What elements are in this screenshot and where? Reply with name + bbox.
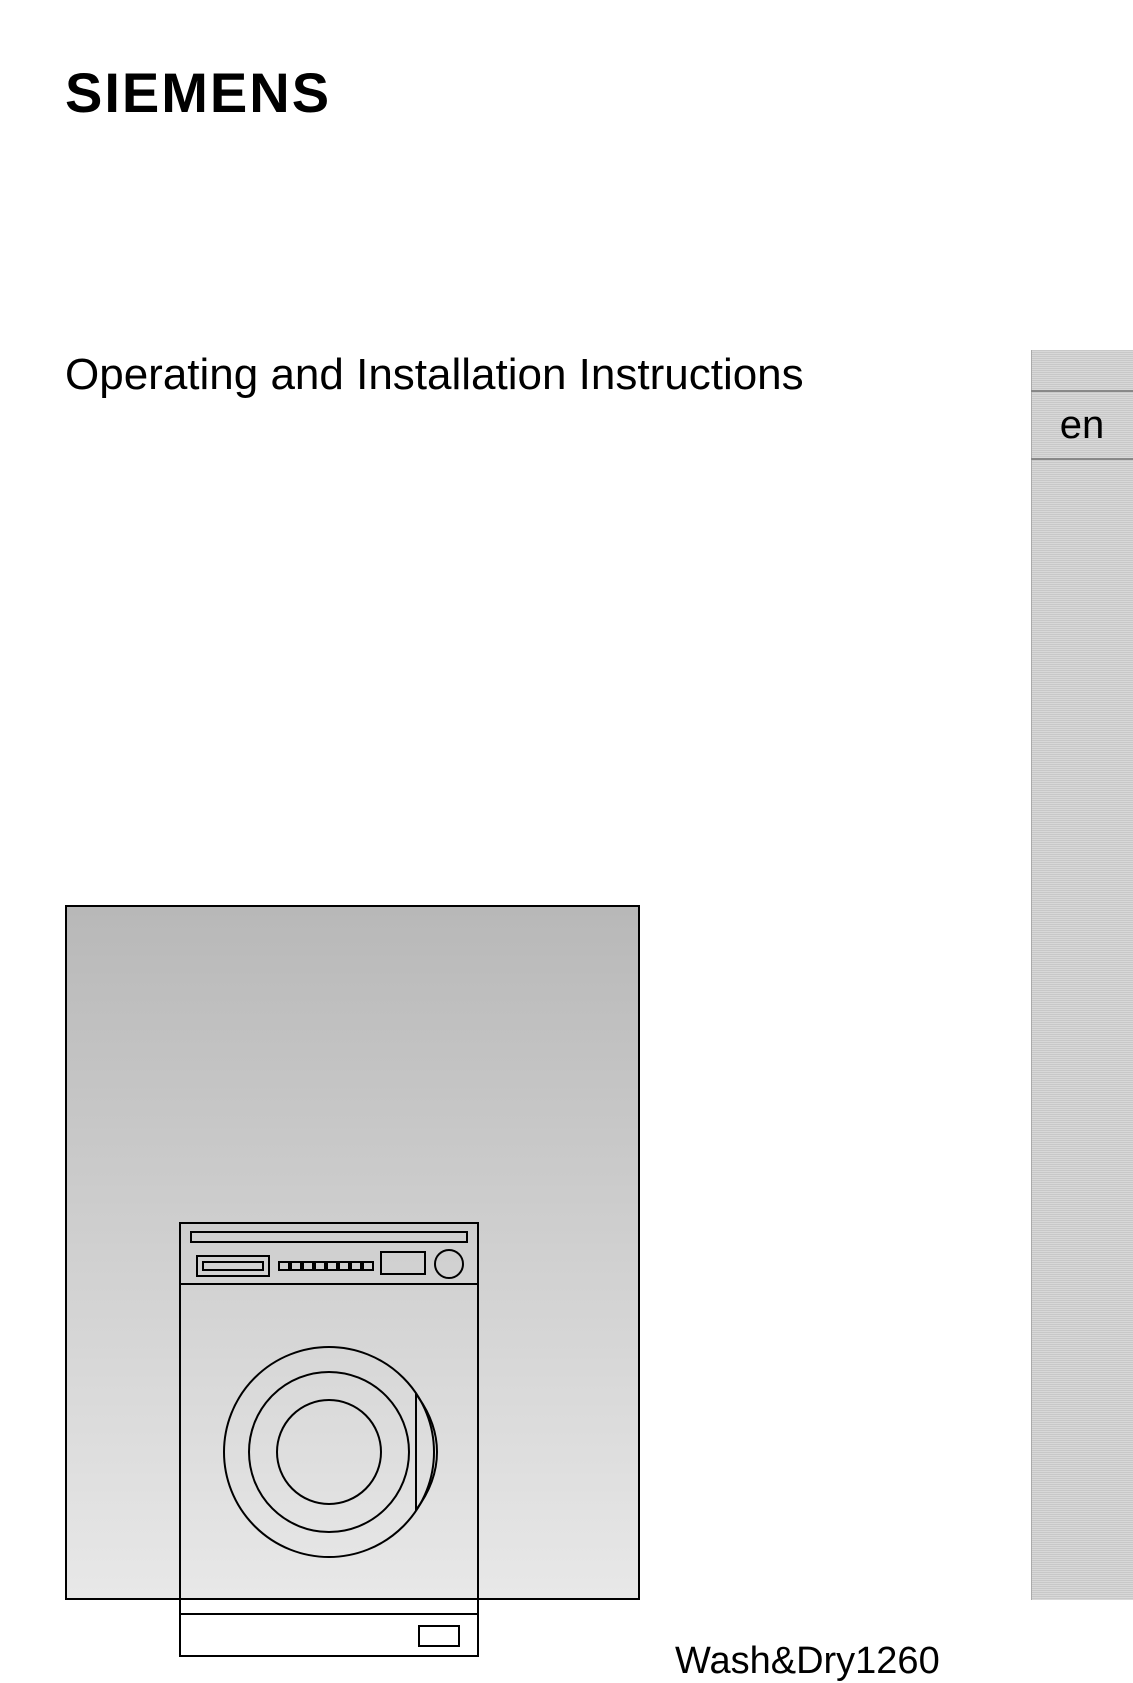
- document-title: Operating and Installation Instructions: [65, 350, 804, 400]
- product-illustration-panel: [65, 905, 640, 1600]
- language-tag: en: [1031, 390, 1133, 460]
- language-strip: [1031, 350, 1133, 1600]
- product-name: Wash&Dry1260: [675, 1640, 940, 1683]
- washer-illustration: [179, 1222, 479, 1657]
- brand-logo: SIEMENS: [65, 60, 331, 125]
